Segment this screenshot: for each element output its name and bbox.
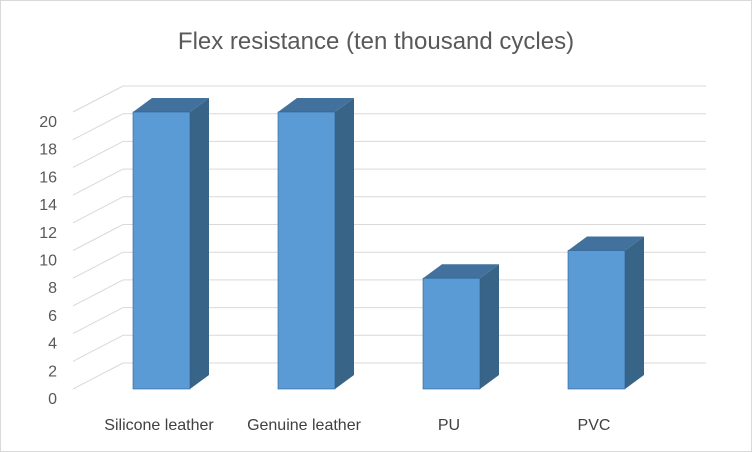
x-axis-categories: Silicone leather Genuine leather PU PVC	[104, 417, 610, 434]
gridline-diagonal	[72, 251, 124, 279]
x-category-label: Silicone leather	[104, 417, 214, 434]
bar	[277, 98, 354, 390]
x-category-label: PU	[438, 417, 460, 434]
gridline-diagonal	[72, 168, 124, 196]
gridlines	[72, 85, 706, 390]
bar	[132, 98, 209, 390]
bar	[422, 264, 499, 390]
bar-top	[568, 236, 644, 251]
y-tick-label: 8	[48, 280, 57, 297]
bar-side	[625, 236, 644, 389]
y-tick-label: 6	[48, 308, 57, 325]
gridline-diagonal	[72, 196, 124, 224]
bar-side	[190, 98, 209, 389]
bar-front	[567, 250, 626, 390]
bar-top	[278, 98, 354, 112]
gridline-diagonal	[72, 362, 124, 390]
gridline-diagonal	[72, 279, 124, 307]
bar-front	[422, 277, 481, 390]
y-tick-label: 14	[39, 197, 57, 214]
y-tick-label: 4	[48, 336, 57, 353]
y-axis-ticks: 0 2 4 6 8 10 12 14 16 18 20	[39, 114, 57, 408]
y-tick-label: 16	[39, 169, 57, 186]
y-tick-label: 10	[39, 253, 57, 270]
y-tick-label: 18	[39, 142, 57, 159]
bar-top	[133, 98, 209, 112]
bar-side	[480, 264, 499, 389]
bar-front	[277, 111, 336, 390]
y-tick-label: 12	[39, 225, 57, 242]
gridline-diagonal	[72, 334, 124, 362]
gridline-diagonal	[72, 140, 124, 168]
bar-top	[423, 264, 499, 279]
gridline-diagonal	[72, 113, 124, 141]
gridline-diagonal	[72, 224, 124, 251]
bar	[567, 236, 644, 390]
bars	[132, 98, 644, 390]
x-category-label: PVC	[578, 417, 611, 434]
y-tick-label: 2	[48, 363, 57, 380]
chart-title: Flex resistance (ten thousand cycles)	[178, 28, 574, 55]
x-category-label: Genuine leather	[247, 417, 362, 434]
bar-side	[335, 98, 354, 389]
gridline-diagonal	[72, 85, 124, 113]
y-tick-label: 20	[39, 114, 57, 131]
y-tick-label: 0	[48, 391, 57, 408]
gridline-diagonal	[72, 307, 124, 335]
bar-front	[132, 111, 191, 390]
